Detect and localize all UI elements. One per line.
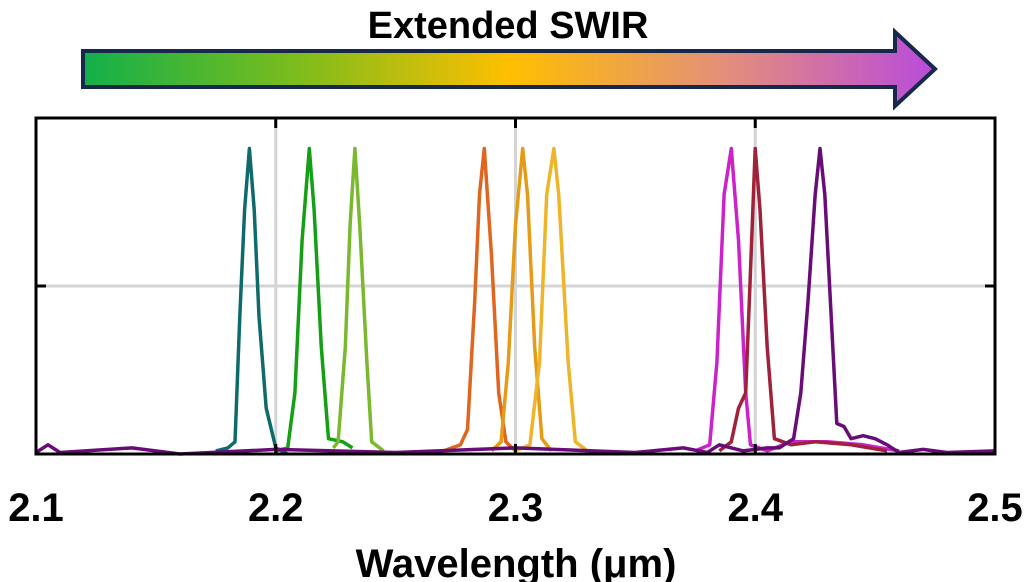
- x-tick-label: 2.5: [967, 486, 1023, 530]
- series-line-5: [490, 146, 553, 453]
- data-series: [35, 146, 996, 456]
- banner: Extended SWIR: [81, 5, 938, 111]
- series-line-3: [331, 146, 385, 453]
- x-tick-label: 2.3: [488, 486, 544, 530]
- series-line-1: [215, 146, 289, 456]
- series-line-2: [275, 146, 354, 453]
- series-line-8: [718, 146, 888, 453]
- x-axis-label: Wavelength (μm): [356, 542, 677, 582]
- x-tick-labels: 2.1 2.2 2.3 2.4 2.5: [8, 486, 1023, 530]
- series-line-9: [35, 146, 996, 456]
- plot-area: [34, 116, 997, 456]
- banner-arrow: [81, 27, 938, 111]
- banner-label: Extended SWIR: [368, 5, 649, 47]
- tick-marks: [34, 118, 997, 454]
- x-tick-label: 2.4: [727, 486, 783, 530]
- x-tick-label: 2.2: [248, 486, 304, 530]
- series-line-6: [514, 146, 589, 453]
- x-tick-label: 2.1: [8, 486, 64, 530]
